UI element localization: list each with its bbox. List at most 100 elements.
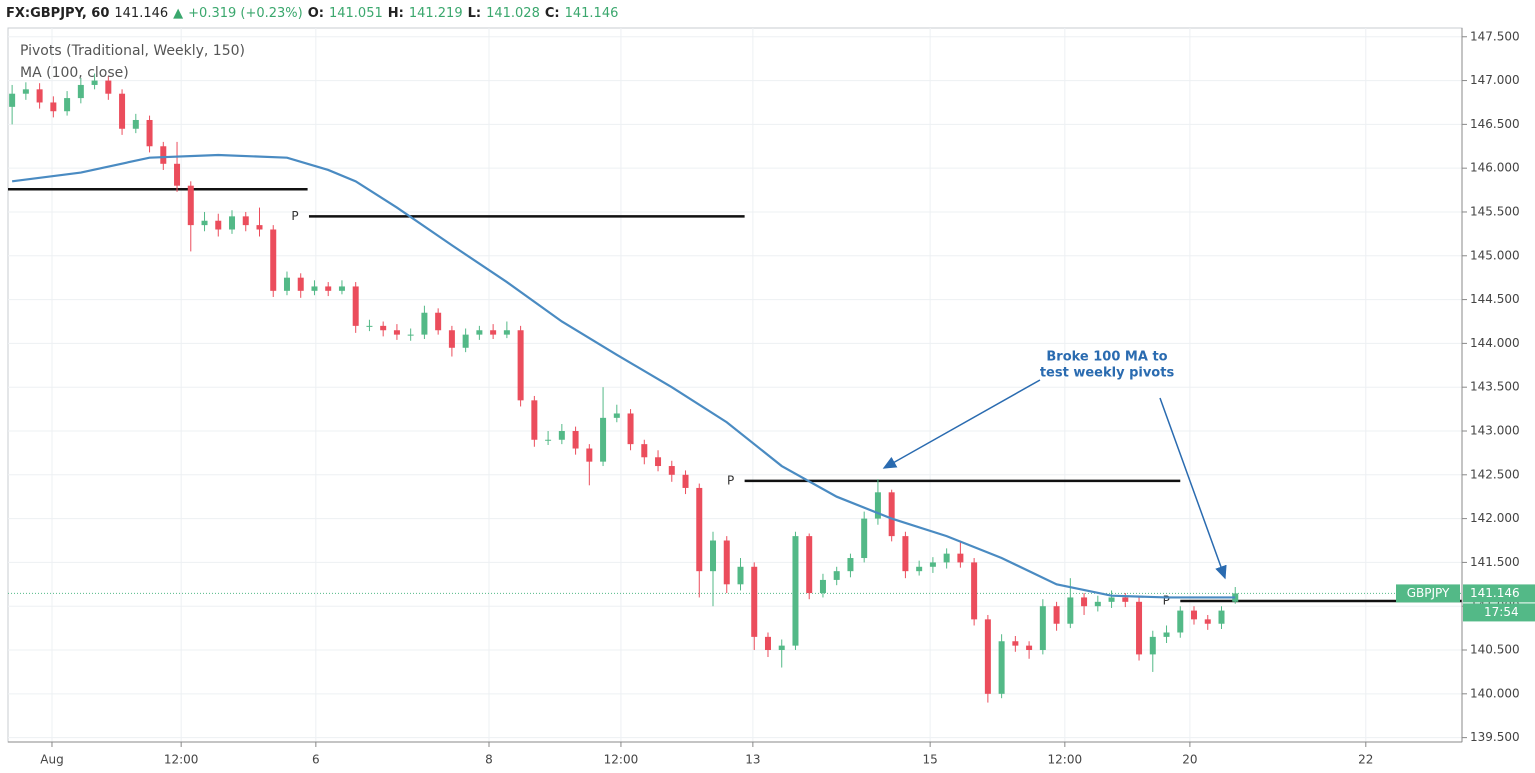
candle-body [600,417,607,462]
candle-body [916,566,923,572]
candle-body [352,286,359,326]
candle-body [998,641,1005,694]
candle-body [531,400,538,440]
candle-body [737,566,744,585]
candle-body [1122,597,1129,602]
symbol-tag-box [1396,584,1460,603]
candle-body [1012,641,1019,646]
candle-body [187,185,194,226]
candle-body [366,325,373,327]
y-tick-label: 145.500 [1470,204,1520,218]
candle-body [558,430,565,440]
y-tick-label: 144.500 [1470,292,1520,306]
annotation: test weekly pivots [1040,366,1175,381]
indicator-legend: MA (100, close) [20,65,129,81]
x-tick-label: 8 [485,753,493,767]
candle-body [105,80,112,94]
candle-body [586,448,593,462]
price-tag-box [1463,584,1535,603]
annotation-arrow [882,379,1041,469]
candle-body [833,571,840,580]
candle-body [22,89,29,94]
candle-body [338,286,345,291]
candle-body [929,562,936,567]
y-tick-label: 147.000 [1470,73,1520,87]
candle-body [1039,606,1046,651]
y-tick-label: 139.500 [1470,730,1520,744]
change: +0.319 (+0.23%) [188,5,303,21]
candle-body [806,536,813,594]
marks: P P P [8,73,1462,703]
y-tick-label: 146.500 [1470,117,1520,131]
annotation: Broke 100 MA to [1046,350,1167,365]
candle-body [641,444,648,458]
candle-body [229,216,236,230]
candle-body [1094,601,1101,607]
candle-body [119,93,126,129]
candle-body [971,562,978,620]
candle-body [490,330,497,335]
candle-body [792,536,799,646]
candle-body [311,286,318,291]
axes: 139.500140.000140.500141.000141.500142.0… [0,28,1535,773]
candle-body [819,579,826,594]
x-tick-label: 12:00 [164,753,199,767]
candle-body [888,492,895,537]
y-tick-label: 141.500 [1470,555,1520,569]
candle-body [1191,610,1198,620]
high-key: H: [387,5,404,21]
candle-body [393,330,400,335]
y-tick-label: 140.000 [1470,686,1520,700]
y-tick-label: 147.500 [1470,29,1520,43]
candle-body [91,80,98,85]
y-tick-label: 145.000 [1470,248,1520,262]
close-key: C: [544,5,560,21]
candle-body [132,119,139,129]
candle-body [957,553,964,563]
x-tick-label: 20 [1182,753,1197,767]
x-axis-band [0,743,1535,773]
pivot-label: P [727,473,734,487]
high-value: 141.219 [408,5,463,21]
open-value: 141.051 [328,5,383,21]
grid [8,28,1462,742]
y-tick-label: 143.500 [1470,380,1520,394]
x-tick-label: 15 [923,753,938,767]
x-tick-label: 13 [745,753,760,767]
candle-body [297,277,304,291]
last-price: 141.146 [114,5,169,21]
up-arrow: ▲ [173,5,184,21]
candle-body [503,330,510,335]
x-tick-label: 6 [312,753,320,767]
candle-body [146,119,153,147]
pivot-label: P [291,209,298,223]
header: FX:GBPJPY, 60 141.146 ▲ +0.319 (+0.23%) … [0,0,1535,26]
low-value: 141.028 [486,5,540,21]
candle-body [902,536,909,572]
y-tick-label: 143.000 [1470,423,1520,437]
close-value: 141.146 [564,5,619,21]
countdown-box [1463,603,1535,622]
candle-body [655,457,662,467]
candle-body [778,645,785,651]
candle-body [874,492,881,519]
candle-body [682,474,689,488]
candle-body [325,286,332,291]
candle-body [613,413,620,418]
plot-area [7,27,1463,743]
candle-body [36,89,43,103]
candle-body [435,312,442,331]
candle-body [201,220,208,226]
candle-body [174,163,181,186]
candle-body [256,225,263,230]
candle-body [517,330,524,401]
candle-body [545,439,552,441]
y-tick-label: 142.000 [1470,511,1520,525]
ma-line [11,153,1236,599]
indicator-legend: Pivots (Traditional, Weekly, 150) [20,43,245,59]
candle-body [283,277,290,291]
x-tick-label: 22 [1358,753,1373,767]
candle-body [1136,601,1143,655]
candle-body [1067,597,1074,624]
